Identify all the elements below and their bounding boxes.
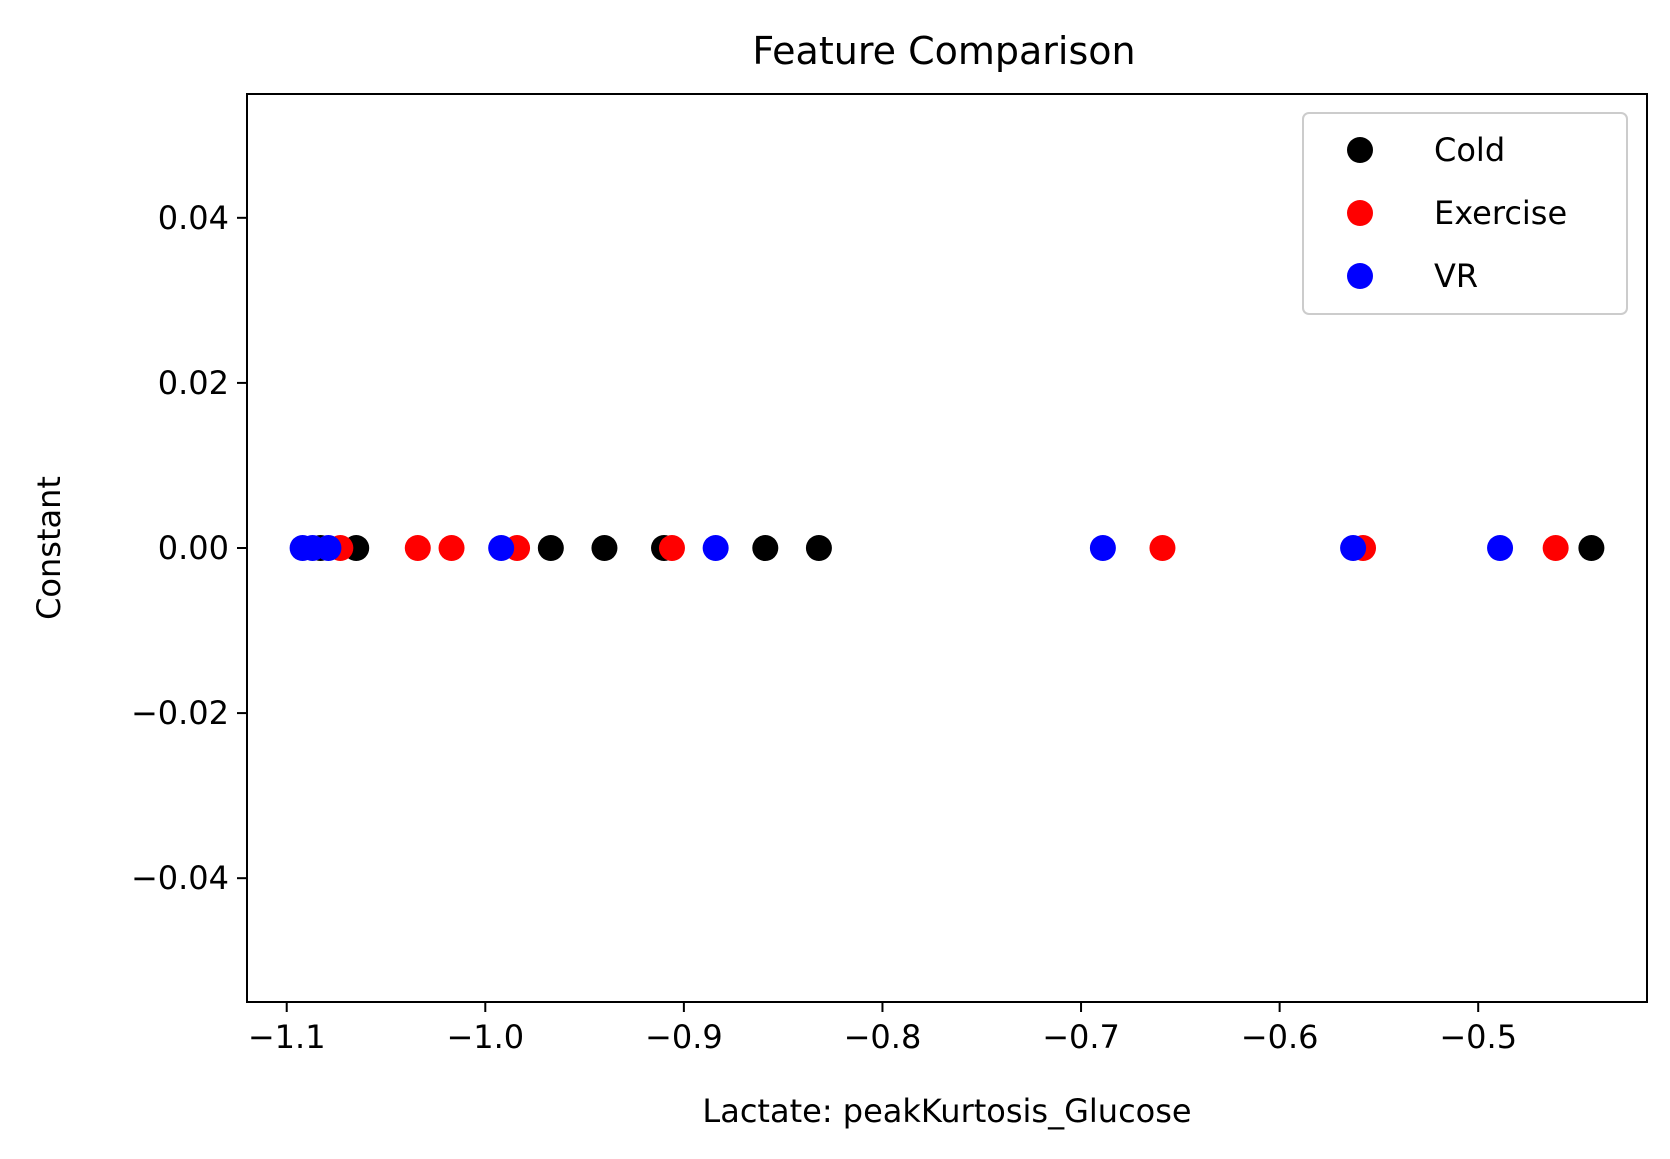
- data-point: [702, 535, 729, 561]
- data-point: [1578, 535, 1605, 561]
- legend-marker: [1347, 200, 1373, 226]
- chart-title: Feature Comparison: [752, 29, 1135, 73]
- y-axis-label: Constant: [30, 476, 68, 620]
- legend-label: Exercise: [1434, 194, 1567, 232]
- legend-box: [1302, 112, 1628, 315]
- x-axis-ticks: −1.1 −1.0 −0.9 −0.8 −0.7 −0.6 −0.5: [248, 1002, 1517, 1056]
- y-tick-label: 0.04: [158, 199, 229, 237]
- y-axis-ticks: 0.04 0.02 0.00 −0.02 −0.04: [131, 199, 247, 897]
- legend-label: Cold: [1434, 131, 1505, 169]
- y-tick-label: 0.02: [158, 364, 229, 402]
- data-point: [1340, 535, 1367, 561]
- y-tick-label: −0.02: [131, 694, 229, 732]
- data-point: [537, 535, 564, 561]
- legend-label: VR: [1434, 257, 1478, 295]
- x-tick-label: −0.5: [1439, 1018, 1517, 1056]
- data-point: [591, 535, 618, 561]
- x-tick-label: −0.7: [1042, 1018, 1120, 1056]
- legend: Cold Exercise VR: [1302, 112, 1628, 315]
- x-tick-label: −0.9: [645, 1018, 723, 1056]
- data-point: [1089, 535, 1116, 561]
- x-tick-label: −0.6: [1241, 1018, 1319, 1056]
- y-tick-label: −0.04: [131, 859, 229, 897]
- y-tick-label: 0.00: [158, 529, 229, 567]
- data-points: [289, 535, 1605, 561]
- x-tick-label: −1.1: [248, 1018, 326, 1056]
- data-point: [1149, 535, 1176, 561]
- legend-marker: [1347, 263, 1373, 289]
- x-tick-label: −0.8: [844, 1018, 922, 1056]
- legend-items: Cold Exercise VR: [1347, 131, 1567, 295]
- series-vr: [289, 535, 1514, 561]
- x-tick-label: −1.0: [446, 1018, 524, 1056]
- data-point: [805, 535, 832, 561]
- plot-frame: [246, 93, 1648, 1003]
- data-point: [752, 535, 779, 561]
- data-point: [1542, 535, 1569, 561]
- x-axis-label: Lactate: peakKurtosis_Glucose: [702, 1092, 1191, 1130]
- data-point: [315, 535, 342, 561]
- data-point: [1487, 535, 1514, 561]
- data-point: [488, 535, 515, 561]
- data-point: [658, 535, 685, 561]
- data-point: [438, 535, 465, 561]
- data-point: [404, 535, 431, 561]
- legend-marker: [1347, 137, 1373, 163]
